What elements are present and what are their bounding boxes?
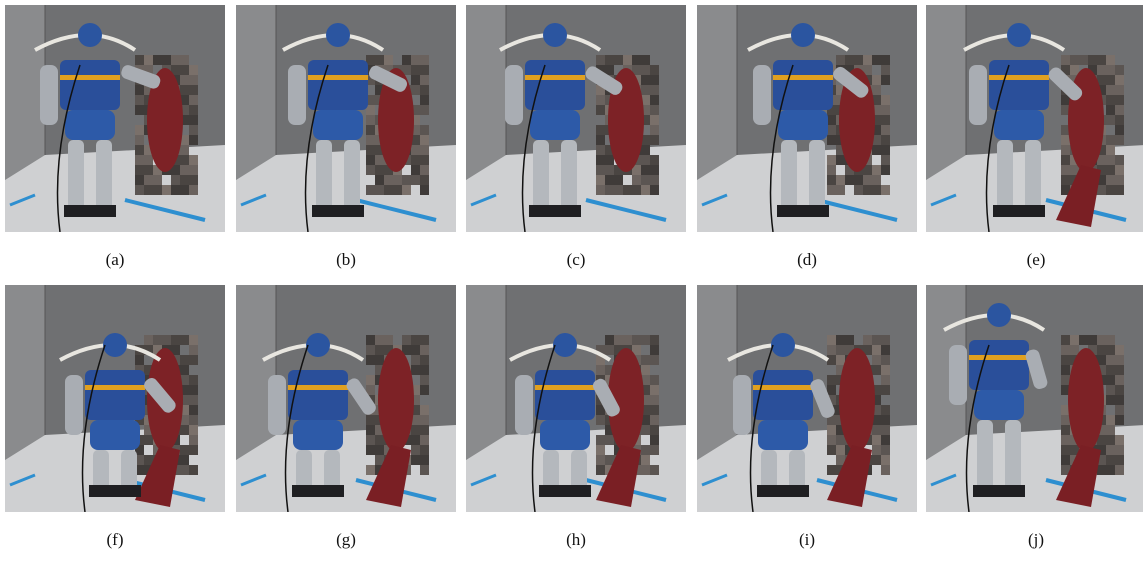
photo <box>236 285 456 512</box>
panel: (e) <box>926 5 1143 270</box>
figure: (a) (b) (c) (d) (e) (f) (g) (h) (i) (j) <box>0 0 1143 561</box>
panel-label: (a) <box>5 250 225 270</box>
panel-label: (c) <box>466 250 686 270</box>
panel-label: (d) <box>697 250 917 270</box>
photo <box>236 5 456 232</box>
panel: (b) <box>236 5 456 270</box>
panel: (d) <box>697 5 917 270</box>
panel: (i) <box>697 285 917 550</box>
photo <box>466 285 686 512</box>
panel: (j) <box>926 285 1143 550</box>
panel-label: (b) <box>236 250 456 270</box>
panel-label: (h) <box>466 530 686 550</box>
panel: (a) <box>5 5 225 270</box>
panel: (h) <box>466 285 686 550</box>
photo <box>5 285 225 512</box>
photo <box>697 5 917 232</box>
photo <box>926 5 1143 232</box>
photo <box>466 5 686 232</box>
photo <box>926 285 1143 512</box>
panel-label: (f) <box>5 530 225 550</box>
panel-label: (e) <box>926 250 1143 270</box>
panel-label: (j) <box>926 530 1143 550</box>
photo <box>5 5 225 232</box>
panel-label: (g) <box>236 530 456 550</box>
panel: (g) <box>236 285 456 550</box>
panel-label: (i) <box>697 530 917 550</box>
photo <box>697 285 917 512</box>
panel: (f) <box>5 285 225 550</box>
panel: (c) <box>466 5 686 270</box>
